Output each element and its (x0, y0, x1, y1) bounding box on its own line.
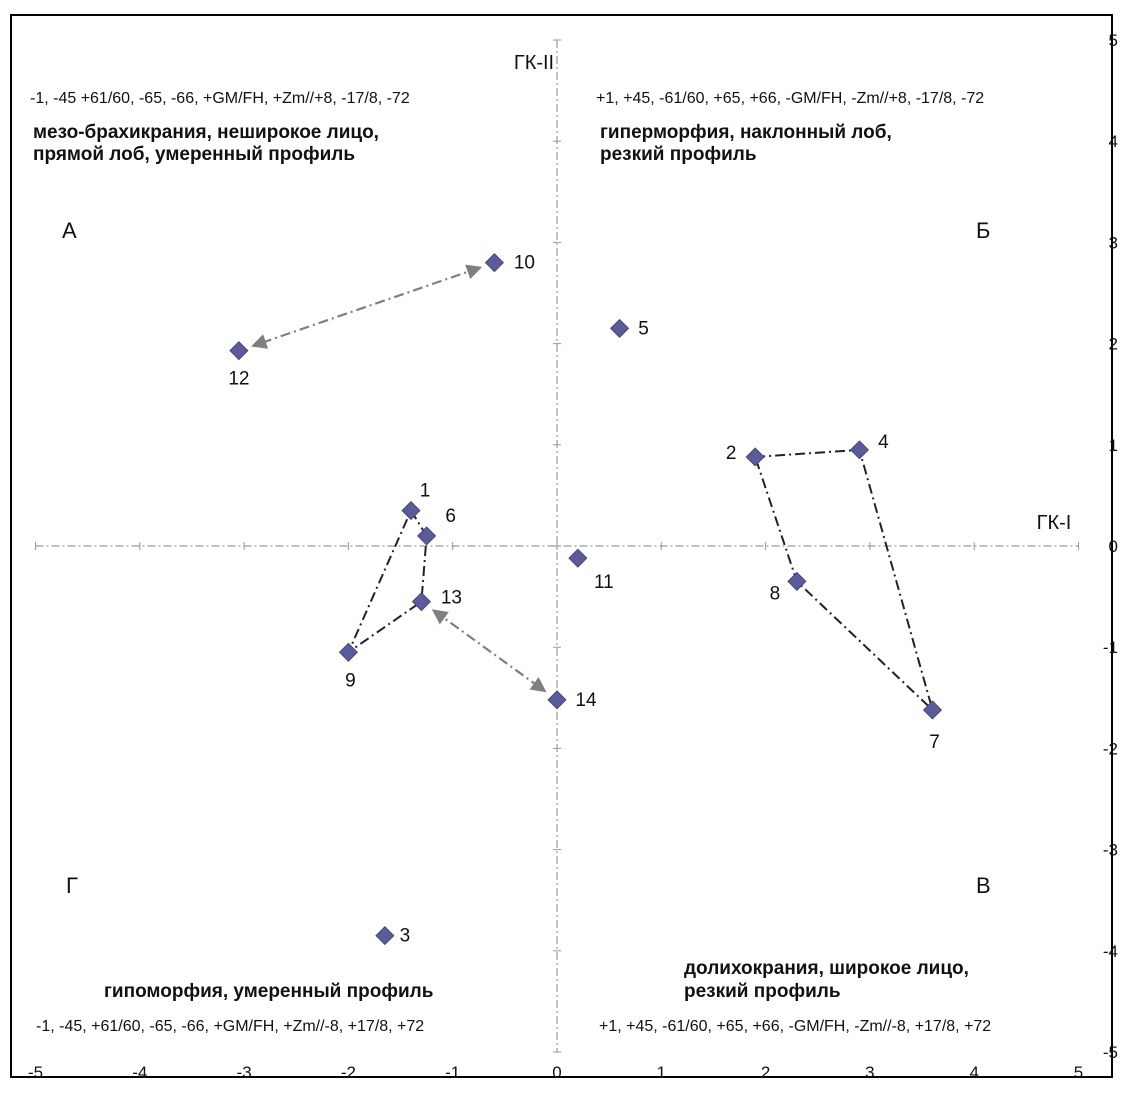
quadrant-a-letter: А (62, 218, 77, 243)
axes (35, 39, 1079, 1053)
y-tick-label: 1 (1109, 436, 1118, 455)
x-tick-label: 5 (1074, 1063, 1083, 1082)
y-tick-label: 5 (1109, 31, 1118, 50)
quadrant-c-desc-2: резкий профиль (684, 981, 841, 1002)
data-point-marker (547, 690, 567, 710)
data-point-marker (568, 548, 588, 568)
y-tick-label: 4 (1109, 132, 1118, 151)
y-tick-label: -3 (1103, 841, 1118, 860)
y-tick-label: -4 (1103, 942, 1118, 961)
connector-arrow (431, 609, 547, 693)
quadrant-b-letter: Б (976, 218, 990, 243)
x-tick-label: -2 (341, 1063, 356, 1082)
x-tick-label: -5 (28, 1063, 43, 1082)
data-point-marker (417, 526, 437, 546)
data-point-marker (229, 341, 249, 361)
x-axis-title: ГК-I (1037, 512, 1072, 534)
x-tick-label: -3 (237, 1063, 252, 1082)
data-point-label: 11 (594, 572, 614, 593)
group-outlines (346, 448, 935, 714)
x-tick-label: 4 (969, 1063, 978, 1082)
data-point-marker (338, 642, 358, 662)
data-point-label: 4 (878, 432, 889, 453)
x-tick-label: 1 (657, 1063, 666, 1082)
data-point-label: 7 (929, 732, 940, 753)
data-point-label: 1 (420, 481, 431, 502)
quadrant-d-desc-1: гипоморфия, умеренный профиль (104, 981, 433, 1002)
data-point-marker (610, 318, 630, 338)
quadrant-d-codes: -1, -45, +61/60, -65, -66, +GM/FH, +Zm//… (36, 1018, 424, 1035)
data-point-marker (787, 571, 807, 591)
data-point-label: 13 (441, 588, 462, 609)
group-outline (753, 448, 935, 714)
arrows (251, 264, 547, 693)
quadrant-b-desc-1: гиперморфия, наклонный лоб, (600, 122, 892, 143)
x-tick-label: 0 (552, 1063, 561, 1082)
y-tick-label: -1 (1103, 638, 1118, 657)
data-point-label: 2 (726, 443, 737, 464)
data-point-label: 12 (228, 369, 249, 390)
data-point-marker (745, 447, 765, 467)
y-tick-label: 2 (1109, 335, 1118, 354)
data-point-label: 3 (400, 926, 411, 947)
y-tick-label: -2 (1103, 739, 1118, 758)
quadrant-a-desc-2: прямой лоб, умеренный профиль (33, 144, 355, 165)
quadrant-a-codes: -1, -45 +61/60, -65, -66, +GM/FH, +Zm//+… (30, 90, 410, 107)
data-point-marker (484, 253, 504, 273)
y-tick-label: 0 (1109, 537, 1118, 556)
quadrant-d-letter: Г (66, 873, 78, 898)
quadrant-b-codes: +1, +45, -61/60, +65, +66, -GM/FH, -Zm//… (596, 90, 984, 107)
data-point-label: 5 (638, 318, 649, 339)
x-tick-label: 2 (761, 1063, 770, 1082)
x-tick-label: -4 (132, 1063, 147, 1082)
x-tick-label: -1 (445, 1063, 460, 1082)
quadrant-c-codes: +1, +45, -61/60, +65, +66, -GM/FH, -Zm//… (599, 1018, 991, 1035)
data-point-label: 8 (770, 583, 781, 604)
data-point-marker (411, 592, 431, 612)
quadrant-a-desc-1: мезо-брахикрания, неширокое лицо, (33, 122, 379, 143)
quadrant-c-letter: В (976, 873, 991, 898)
data-point-label: 10 (514, 253, 535, 274)
x-tick-label: 3 (865, 1063, 874, 1082)
quadrant-b-desc-2: резкий профиль (600, 144, 757, 165)
data-point-label: 6 (445, 506, 456, 527)
chart-frame (10, 14, 1113, 1078)
data-point-marker (375, 926, 395, 946)
y-axis-title: ГК-II (514, 52, 554, 74)
data-point-marker (849, 440, 870, 460)
data-point-label: 9 (345, 670, 356, 691)
data-point-marker (922, 700, 943, 720)
y-tick-label: 3 (1109, 233, 1118, 252)
group-outline (346, 508, 428, 656)
quadrant-c-desc-1: долихокрания, широкое лицо, (684, 958, 969, 979)
connector-arrow (251, 264, 483, 349)
y-tick-label: -5 (1103, 1043, 1118, 1062)
data-point-marker (401, 501, 421, 521)
data-point-label: 14 (575, 690, 597, 711)
